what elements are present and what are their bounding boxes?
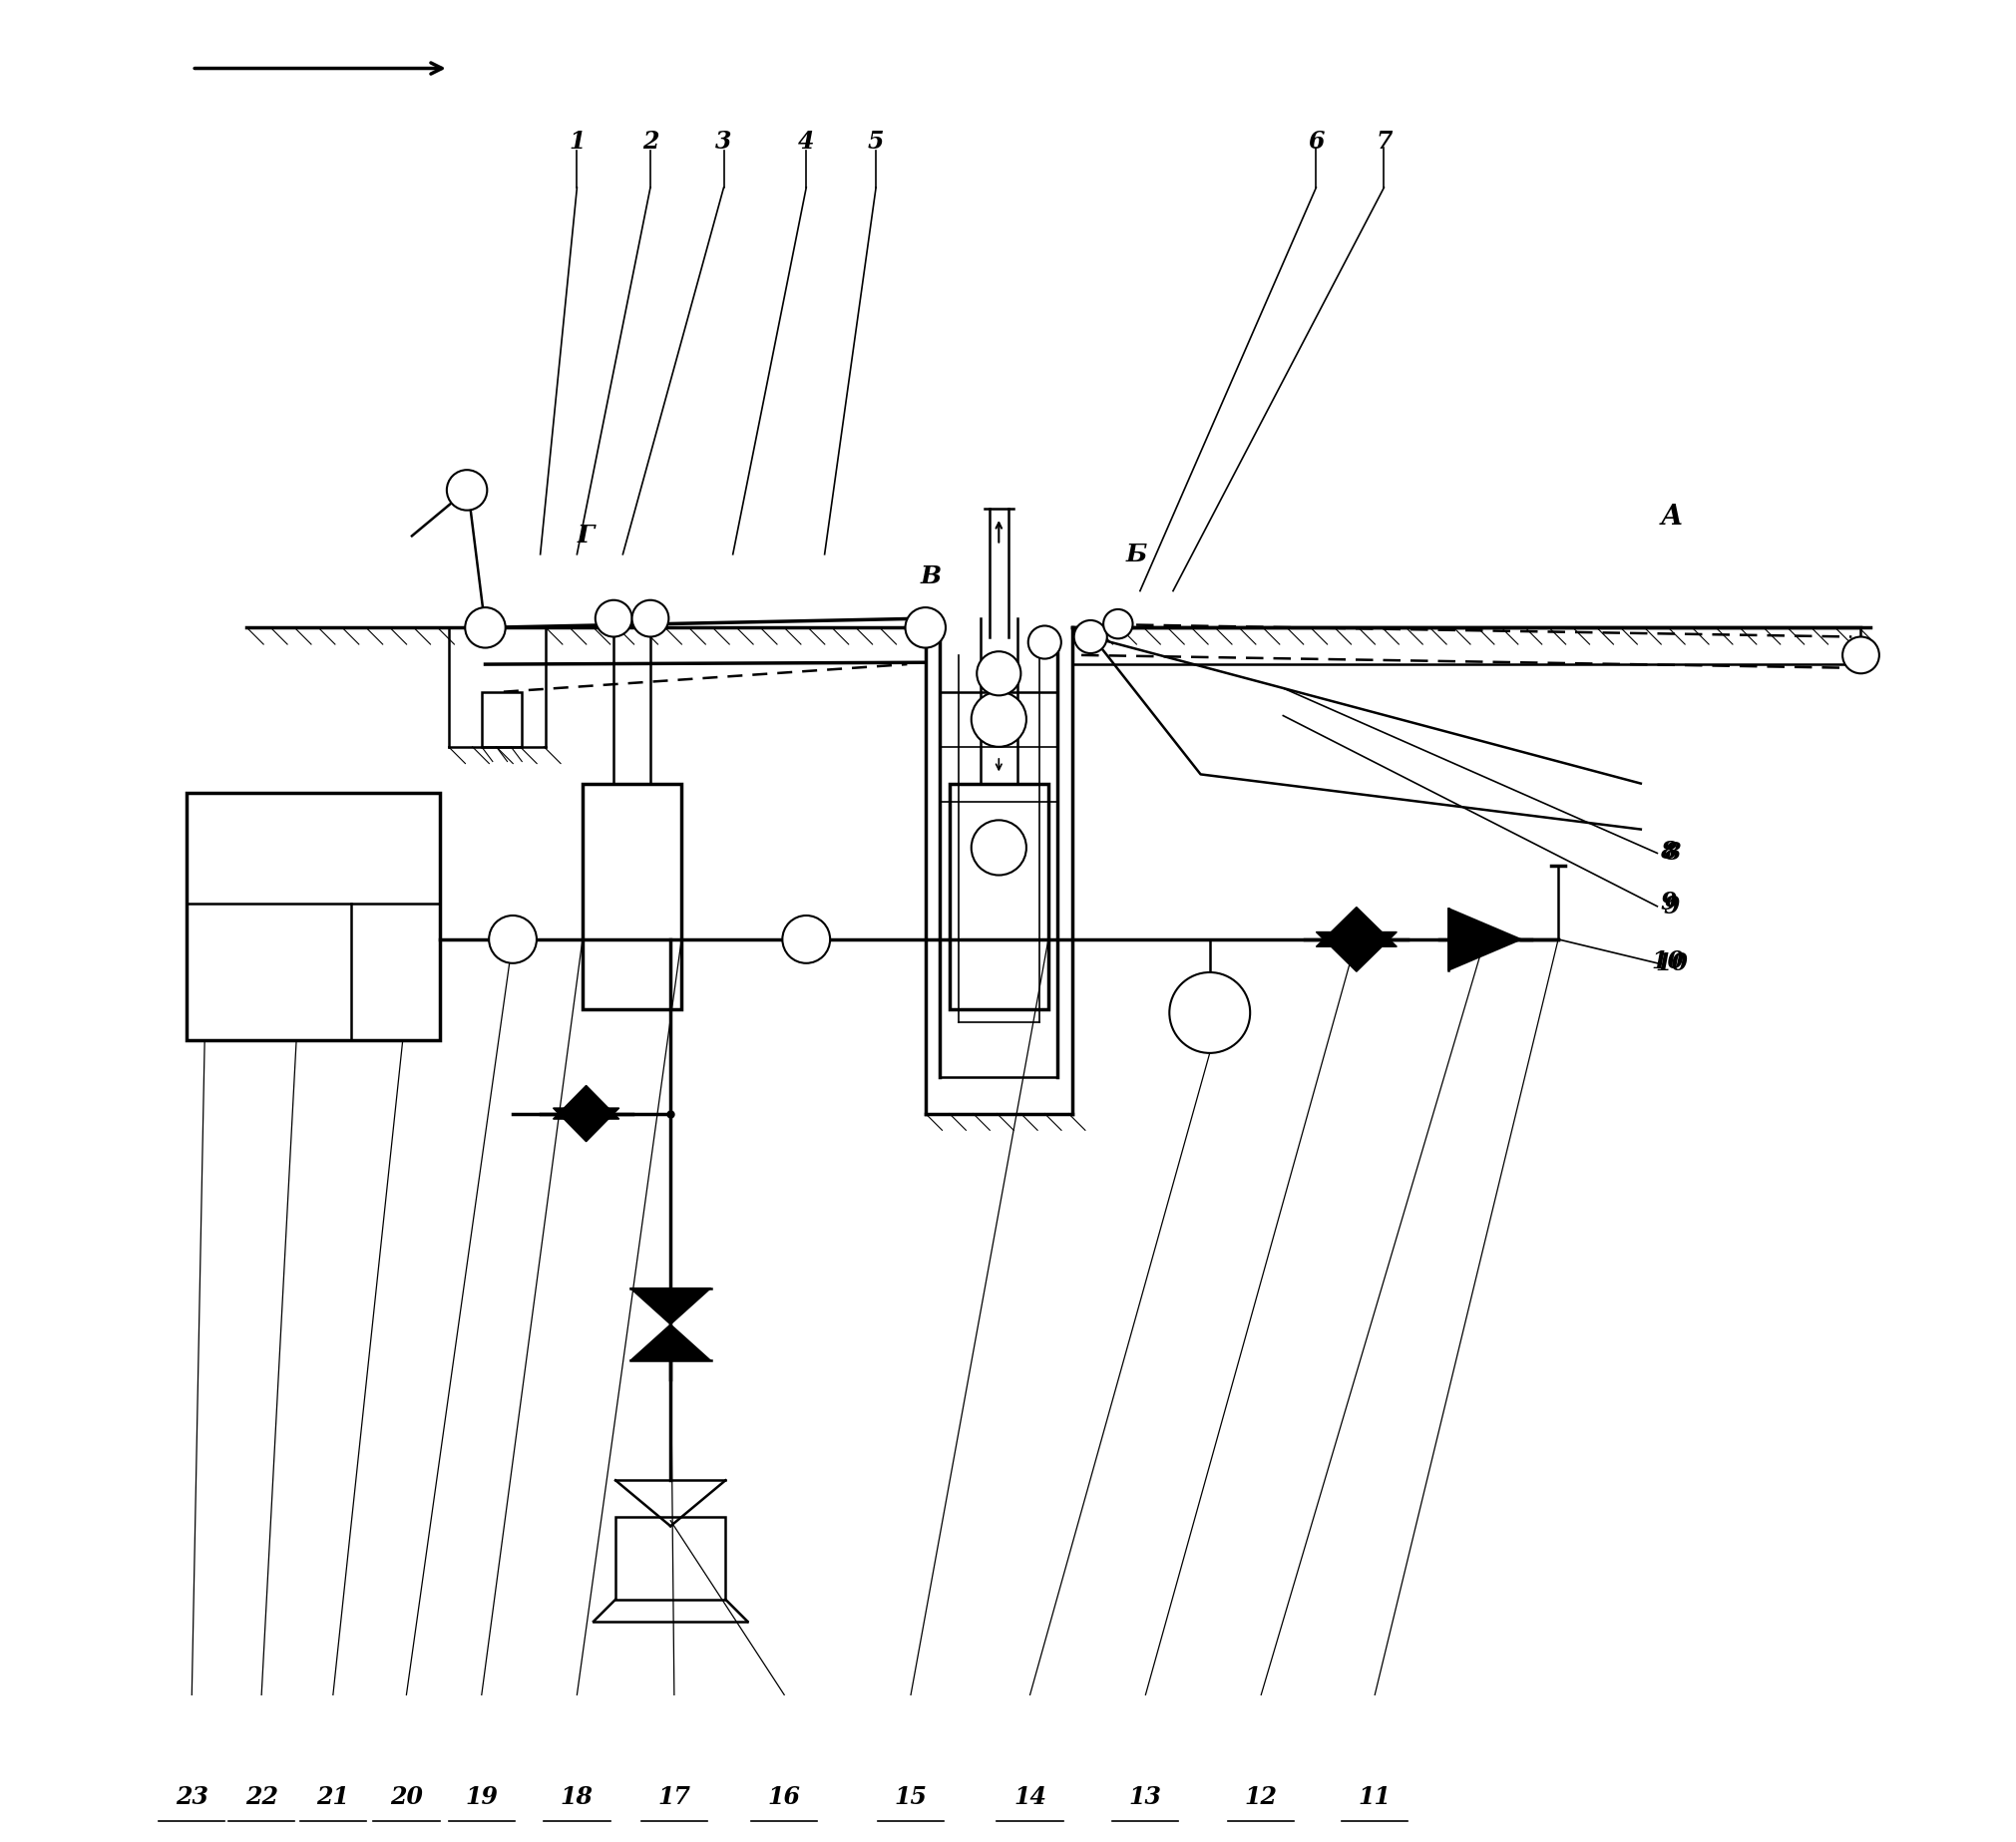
Bar: [615, 1518, 726, 1599]
Polygon shape: [631, 1324, 712, 1361]
Text: 10: 10: [1655, 950, 1689, 974]
Text: 22: 22: [246, 1785, 278, 1809]
Circle shape: [782, 915, 831, 963]
Polygon shape: [552, 1085, 619, 1120]
Text: 2: 2: [643, 129, 659, 153]
Circle shape: [631, 600, 669, 637]
Text: 6: 6: [1308, 129, 1325, 153]
Bar: [950, 783, 1048, 1009]
Circle shape: [1075, 621, 1107, 654]
Text: 9: 9: [1659, 892, 1677, 915]
Polygon shape: [1316, 932, 1397, 971]
Text: 13: 13: [1129, 1785, 1161, 1809]
Text: 8: 8: [1663, 842, 1679, 866]
Text: 16: 16: [768, 1785, 800, 1809]
Text: 1: 1: [569, 129, 585, 153]
Text: 17: 17: [657, 1785, 691, 1809]
Circle shape: [1169, 973, 1250, 1054]
Polygon shape: [552, 1109, 619, 1142]
Circle shape: [466, 608, 506, 648]
Polygon shape: [1447, 908, 1522, 971]
Text: 12: 12: [1244, 1785, 1278, 1809]
Bar: [185, 792, 439, 1041]
Circle shape: [448, 470, 488, 510]
Text: Г: Г: [577, 523, 595, 547]
Bar: [583, 783, 681, 1009]
Circle shape: [978, 652, 1020, 696]
Circle shape: [972, 693, 1026, 746]
Text: 4: 4: [798, 129, 814, 153]
Text: 21: 21: [317, 1785, 349, 1809]
Circle shape: [490, 915, 536, 963]
Text: 19: 19: [466, 1785, 498, 1809]
Text: В: В: [921, 564, 941, 588]
Circle shape: [1103, 610, 1133, 639]
Polygon shape: [1316, 906, 1397, 947]
Bar: [482, 693, 522, 746]
Text: 11: 11: [1359, 1785, 1391, 1809]
Text: 8: 8: [1659, 840, 1677, 864]
Circle shape: [595, 600, 631, 637]
Text: А: А: [1661, 505, 1683, 530]
Polygon shape: [631, 1288, 712, 1324]
Text: 3: 3: [716, 129, 732, 153]
Text: 23: 23: [175, 1785, 208, 1809]
Circle shape: [1843, 637, 1879, 674]
Text: 10: 10: [1651, 949, 1685, 973]
Text: Б: Б: [1125, 542, 1147, 565]
Circle shape: [972, 820, 1026, 875]
Text: 14: 14: [1014, 1785, 1046, 1809]
Circle shape: [1028, 626, 1060, 659]
Text: 15: 15: [895, 1785, 927, 1809]
Circle shape: [905, 608, 946, 648]
Text: 7: 7: [1375, 129, 1393, 153]
Text: 18: 18: [560, 1785, 593, 1809]
Text: 9: 9: [1663, 895, 1679, 919]
Text: 5: 5: [867, 129, 885, 153]
Text: 20: 20: [389, 1785, 423, 1809]
